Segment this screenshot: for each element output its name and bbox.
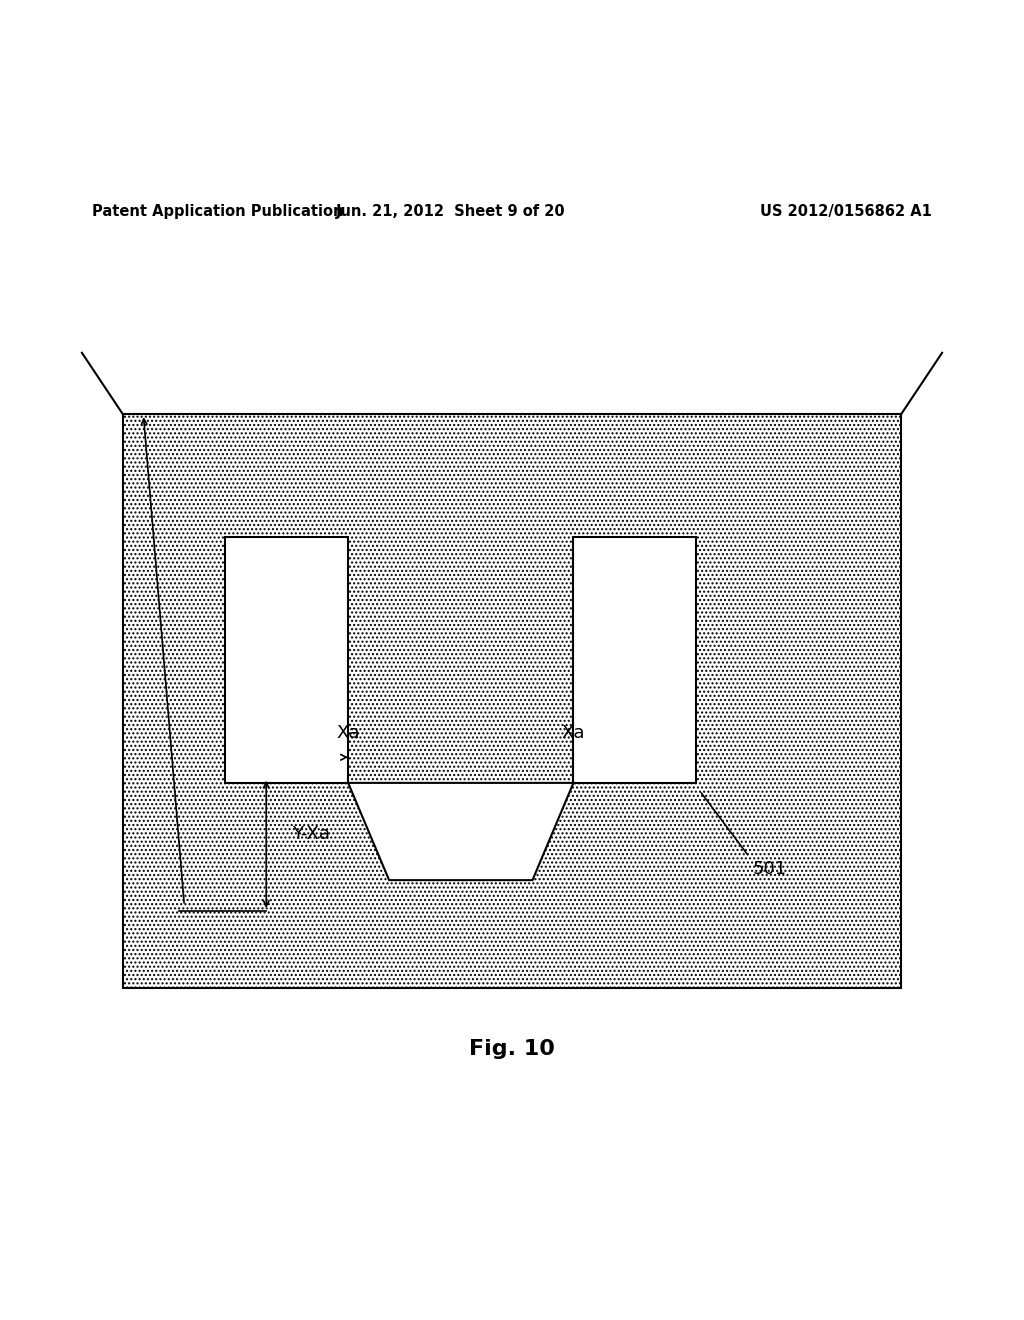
Text: Y-Xa: Y-Xa (292, 825, 330, 843)
Text: Patent Application Publication: Patent Application Publication (92, 205, 344, 219)
Polygon shape (348, 783, 573, 880)
Text: Fig. 10: Fig. 10 (469, 1039, 555, 1059)
Text: Xa: Xa (337, 723, 359, 742)
Text: Xa: Xa (562, 723, 585, 742)
Text: Jun. 21, 2012  Sheet 9 of 20: Jun. 21, 2012 Sheet 9 of 20 (336, 205, 565, 219)
Text: US 2012/0156862 A1: US 2012/0156862 A1 (760, 205, 932, 219)
Text: 501: 501 (753, 859, 786, 878)
Bar (573, 537, 696, 783)
Bar (123, 414, 901, 987)
Bar (225, 537, 348, 783)
